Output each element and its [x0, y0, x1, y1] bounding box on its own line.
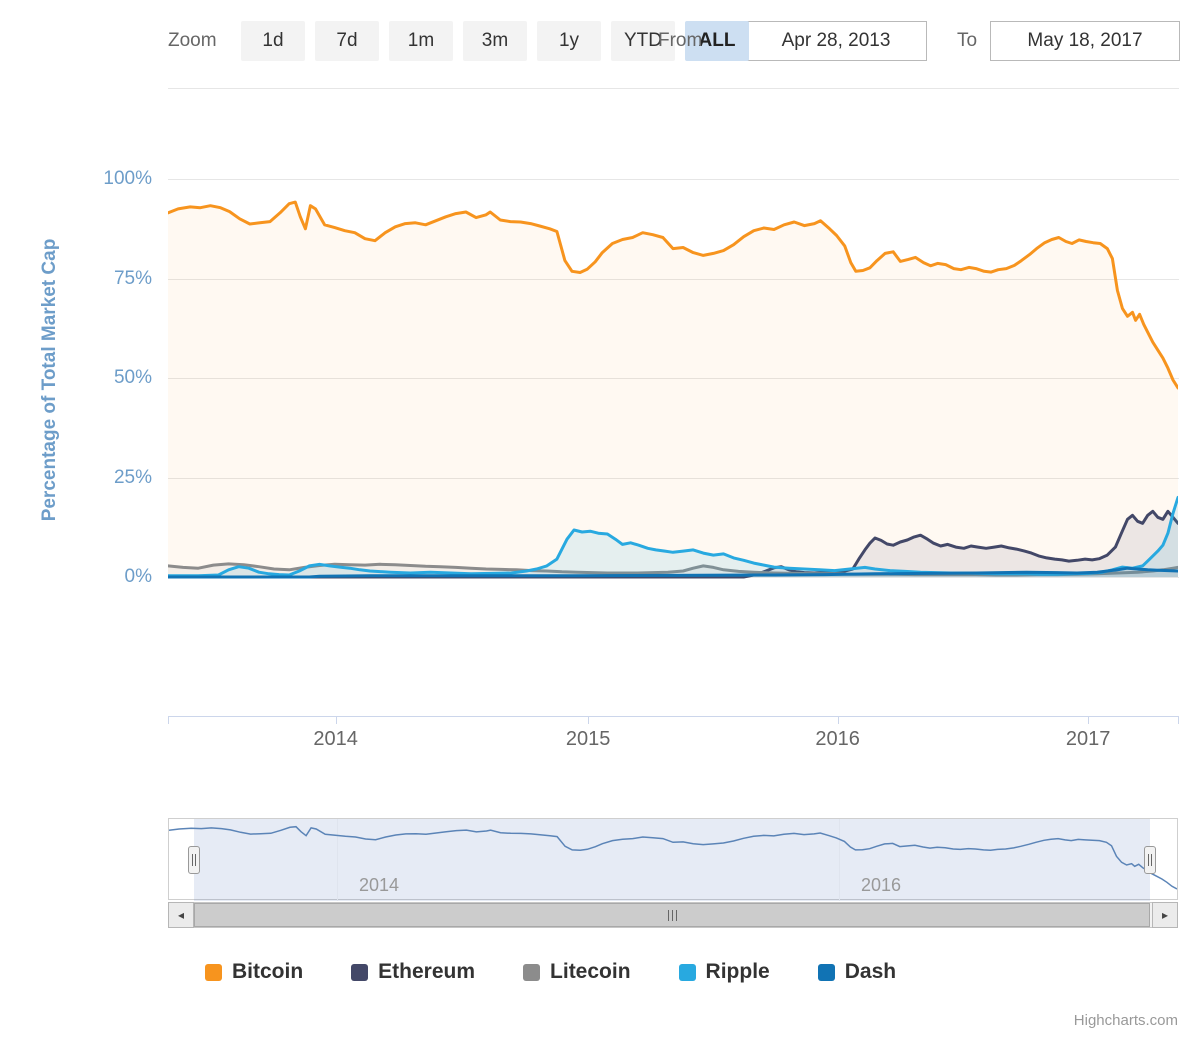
highcharts-credit[interactable]: Highcharts.com	[1073, 1012, 1178, 1029]
gridline-100%	[168, 179, 1179, 180]
x-tick-label-2017: 2017	[1065, 728, 1111, 750]
x-axis-end-tick	[1178, 717, 1179, 724]
from-date-input[interactable]	[745, 21, 927, 61]
zoom-button-1y[interactable]: 1y	[537, 21, 601, 61]
legend-label-ripple: Ripple	[705, 960, 770, 983]
area-ripple	[168, 497, 1178, 577]
y-axis-title: Percentage of Total Market Cap	[39, 238, 60, 522]
x-axis-end-tick	[168, 717, 169, 724]
scrollbar-thumb[interactable]	[194, 903, 1150, 927]
legend-item-ethereum[interactable]: Ethereum	[351, 960, 475, 984]
legend-label-bitcoin: Bitcoin	[232, 960, 304, 983]
y-tick-label-25%: 25%	[113, 466, 152, 488]
zoom-button-7d[interactable]: 7d	[315, 21, 379, 61]
zoom-button-3m[interactable]: 3m	[463, 21, 527, 61]
area-ethereum	[168, 511, 1178, 577]
line-bitcoin	[168, 200, 1178, 390]
scrollbar-right-arrow-icon[interactable]: ▸	[1152, 902, 1178, 928]
y-tick-label-50%: 50%	[113, 367, 152, 388]
x-tick-2016	[837, 717, 839, 724]
legend-swatch-bitcoin	[205, 963, 222, 981]
x-axis-line	[168, 716, 1179, 717]
x-tick-label-2014: 2014	[313, 728, 358, 750]
gridline-75%	[168, 278, 1179, 280]
legend-item-bitcoin[interactable]: Bitcoin	[205, 960, 303, 984]
to-date-input[interactable]	[990, 21, 1180, 61]
to-label: To	[957, 30, 978, 51]
legend-item-litecoin[interactable]: Litecoin	[523, 960, 631, 984]
y-tick-label-0%: 0%	[124, 566, 152, 587]
zoom-label: Zoom	[168, 30, 217, 51]
legend-item-ripple[interactable]: Ripple	[678, 960, 770, 984]
navigator-handle-right[interactable]	[1144, 846, 1156, 874]
navigator-handle-left[interactable]	[188, 846, 200, 874]
x-tick-2014	[335, 717, 337, 724]
zoom-button-1m[interactable]: 1m	[389, 21, 453, 61]
gridline-50%	[168, 378, 1179, 379]
gridline-25%	[168, 477, 1179, 479]
legend-swatch-ripple	[678, 963, 696, 981]
navigator-gridline-2014	[337, 819, 338, 901]
navigator-selected-range[interactable]	[194, 819, 1150, 901]
legend-label-ethereum: Ethereum	[378, 960, 476, 983]
zoom-button-all[interactable]: ALL	[685, 21, 749, 61]
navigator-gridline-2016	[839, 819, 840, 901]
area-bitcoin	[168, 202, 1178, 577]
line-ripple	[168, 495, 1178, 578]
legend-item-dash[interactable]: Dash	[817, 960, 897, 984]
zoom-button-1d[interactable]: 1d	[241, 21, 305, 61]
x-tick-2017	[1088, 717, 1090, 724]
legend-swatch-ethereum	[351, 963, 369, 981]
scrollbar: ◂ ▸	[168, 902, 1178, 928]
x-tick-2015	[588, 717, 590, 724]
x-tick-label-2016: 2016	[815, 728, 860, 750]
from-label: From	[658, 30, 703, 51]
navigator-label-2014: 2014	[359, 875, 400, 895]
header-divider	[168, 88, 1179, 89]
scrollbar-left-arrow-icon[interactable]: ◂	[168, 902, 194, 928]
navigator-label-2016: 2016	[861, 875, 902, 895]
legend-label-dash: Dash	[844, 960, 897, 983]
y-tick-label-100%: 100%	[103, 168, 152, 189]
series-plot	[168, 200, 1178, 579]
legend-label-litecoin: Litecoin	[550, 960, 631, 983]
line-dash	[168, 566, 1178, 579]
navigator-series	[169, 825, 1177, 890]
zoom-button-ytd[interactable]: YTD	[611, 21, 675, 61]
x-tick-label-2015: 2015	[565, 728, 611, 750]
navigator[interactable]: 2014 2016	[168, 818, 1178, 901]
plot-area[interactable]	[168, 90, 1178, 590]
legend: Bitcoin Ethereum Litecoin Ripple Dash	[205, 960, 896, 984]
y-tick-label-75%: 75%	[113, 267, 152, 289]
legend-swatch-litecoin	[523, 963, 541, 981]
navigator-line	[169, 825, 1177, 890]
legend-swatch-dash	[817, 963, 835, 981]
